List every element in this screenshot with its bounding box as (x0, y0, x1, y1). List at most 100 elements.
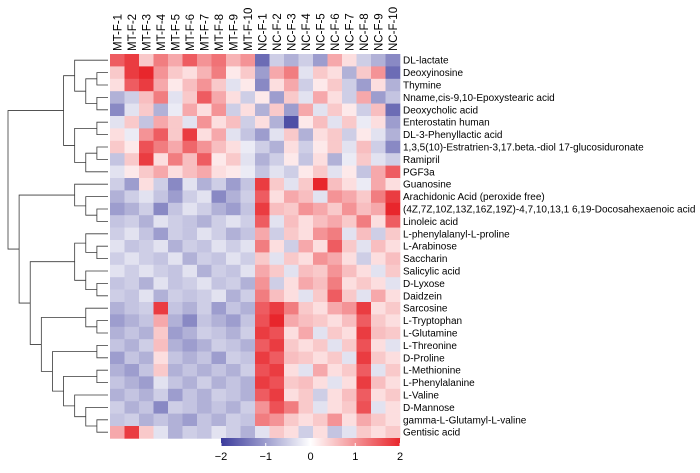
heatmap-cell (298, 426, 314, 439)
heatmap-cell (298, 54, 314, 67)
heatmap-cell (124, 401, 140, 414)
heatmap-cell (327, 128, 343, 142)
heatmap-cell (284, 116, 299, 129)
heatmap-cell (226, 116, 241, 129)
heatmap-cell (327, 227, 343, 241)
heatmap-cell (284, 426, 299, 439)
row-label: Deoxyinosine (403, 68, 463, 79)
heatmap-cell (356, 165, 372, 179)
heatmap-cell (327, 116, 343, 129)
heatmap-cell (313, 413, 328, 427)
heatmap-cell (182, 91, 198, 104)
heatmap-cell (284, 140, 299, 154)
heatmap-cell (255, 289, 270, 303)
heatmap-cell (153, 401, 169, 414)
heatmap-cell (342, 401, 357, 414)
heatmap-cell (110, 165, 125, 179)
heatmap-cell (211, 140, 227, 154)
heatmap-cell (124, 351, 140, 365)
heatmap-cell (298, 413, 314, 427)
heatmap-cell (226, 302, 241, 315)
heatmap-cell (342, 202, 357, 216)
heatmap-cell (240, 277, 256, 290)
heatmap-cell (385, 302, 401, 315)
dendrogram-branch (96, 245, 108, 259)
heatmap-cell (211, 190, 227, 204)
heatmap-cell (182, 314, 198, 328)
heatmap-cell (139, 314, 154, 328)
heatmap-cell (342, 252, 357, 266)
heatmap-cell (168, 388, 183, 402)
heatmap-cell (124, 78, 140, 92)
dendrogram-branch (29, 261, 75, 345)
heatmap-cell (226, 264, 241, 278)
heatmap-cell (197, 277, 212, 290)
heatmap-cell (197, 252, 212, 266)
heatmap-cell (385, 116, 401, 129)
row-label: Gentisic acid (403, 428, 460, 439)
heatmap-cell (342, 302, 357, 315)
heatmap-cell (385, 252, 401, 266)
heatmap-cell (226, 426, 241, 439)
heatmap-cell (168, 302, 183, 315)
heatmap-cell (182, 202, 198, 216)
heatmap-cell (240, 153, 256, 166)
heatmap-cell (371, 91, 386, 104)
heatmap-cell (313, 426, 328, 439)
heatmap-cell (168, 202, 183, 216)
heatmap-cell (153, 289, 169, 303)
heatmap-cell (110, 78, 125, 92)
heatmap-cell (168, 190, 183, 204)
heatmap-cell (356, 289, 372, 303)
heatmap-cell (371, 426, 386, 439)
heatmap-cell (385, 153, 401, 166)
heatmap-cell (327, 252, 343, 266)
heatmap-cell (197, 289, 212, 303)
heatmap-cell (197, 78, 212, 92)
heatmap-cell (298, 401, 314, 414)
heatmap-cell (124, 190, 140, 204)
heatmap-cell (298, 153, 314, 166)
heatmap-cell (211, 339, 227, 352)
heatmap-cell (313, 66, 328, 80)
heatmap-cell (211, 314, 227, 328)
heatmap-cell (197, 165, 212, 179)
heatmap-cell (182, 339, 198, 352)
heatmap-cell (182, 190, 198, 204)
heatmap-cell (269, 140, 285, 154)
heatmap-cell (313, 78, 328, 92)
heatmap-cell (139, 364, 154, 377)
heatmap-cell (284, 351, 299, 365)
row-label: L-phenylalanyl-L-proline (403, 229, 510, 240)
heatmap-cell (182, 227, 198, 241)
heatmap-cell (153, 426, 169, 439)
dendrogram-branch (85, 152, 108, 173)
dendrogram-branch (74, 394, 108, 418)
heatmap-cell (356, 314, 372, 328)
dendrogram-branch (74, 59, 108, 92)
heatmap-cell (385, 339, 401, 352)
heatmap-cell (110, 178, 125, 191)
heatmap-cell (226, 78, 241, 92)
heatmap-cell (226, 326, 241, 340)
row-label: D-Mannose (403, 403, 455, 414)
dendrogram-branch (63, 75, 75, 146)
row-label: Ramipril (403, 155, 440, 166)
heatmap-cell (255, 264, 270, 278)
heatmap-cell (211, 388, 227, 402)
heatmap-cell (342, 289, 357, 303)
dendrogram-branch (63, 376, 97, 407)
heatmap-cell (385, 264, 401, 278)
column-label: NC-F-9 (373, 13, 385, 51)
heatmap-cell (197, 364, 212, 377)
heatmap-cell (385, 240, 401, 253)
row-label: D-Proline (403, 353, 445, 364)
heatmap-cell (342, 339, 357, 352)
heatmap-cell (313, 103, 328, 117)
heatmap-cell (110, 202, 125, 216)
heatmap-cell (313, 153, 328, 166)
heatmap-cell (139, 376, 154, 390)
heatmap-cell (371, 66, 386, 80)
heatmap-cell (182, 215, 198, 228)
heatmap-cell (110, 426, 125, 439)
